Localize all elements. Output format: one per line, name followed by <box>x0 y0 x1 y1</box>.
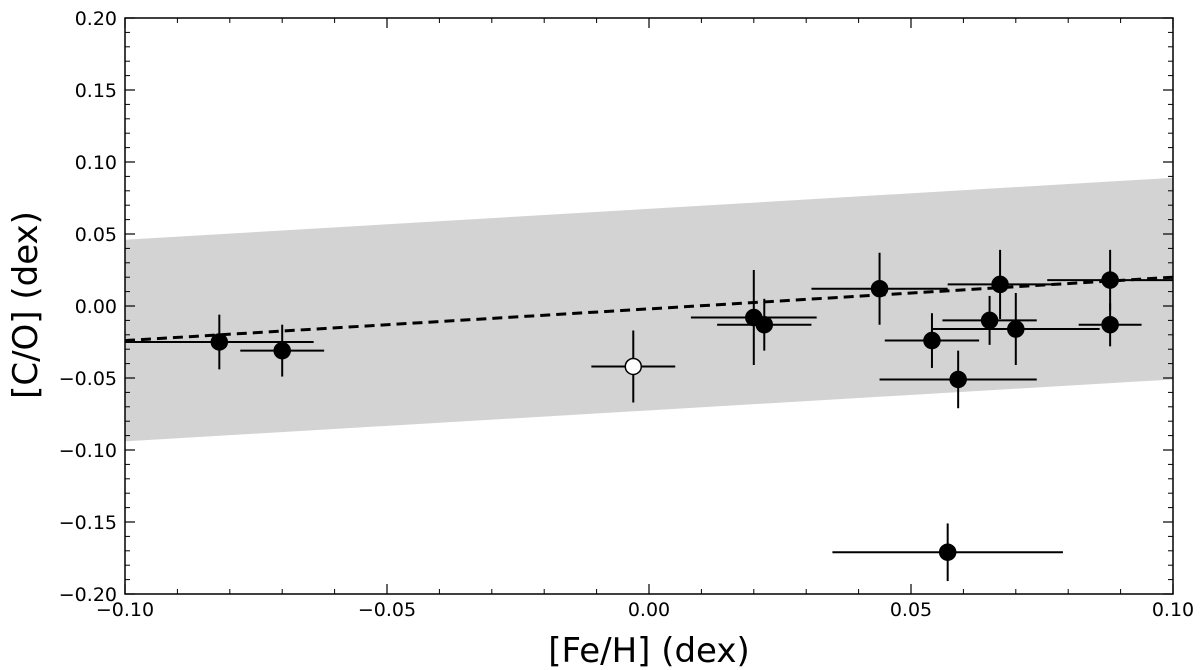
y-tick-label: 0.00 <box>75 296 117 318</box>
data-point <box>991 275 1009 294</box>
data-point <box>273 341 291 360</box>
data-point <box>980 311 999 330</box>
x-tick-label: 0.10 <box>1152 599 1194 621</box>
y-tick-label: 0.15 <box>75 80 117 102</box>
plot-area <box>124 177 1174 582</box>
data-point <box>1007 320 1025 338</box>
y-tick-label: 0.10 <box>75 152 117 174</box>
y-tick-label: −0.20 <box>59 584 117 606</box>
x-tick-label: 0.05 <box>890 599 932 621</box>
data-point <box>210 333 229 351</box>
data-point <box>923 331 941 350</box>
y-tick-label: 0.05 <box>75 224 117 246</box>
scatter-band <box>125 177 1173 442</box>
y-tick-label: −0.15 <box>59 512 117 534</box>
x-tick-label: −0.05 <box>358 599 416 621</box>
data-point <box>938 543 957 561</box>
axes: −0.10 −0.05 0.00 0.05 0.10 −0.20 −0.15 −0.10 −0.… <box>59 8 1194 621</box>
data-point <box>1101 271 1119 289</box>
y-axis-title: [C/O] (dex) <box>6 211 46 399</box>
data-point <box>755 315 774 334</box>
x-tick-label: −0.10 <box>96 599 154 621</box>
data-point <box>870 279 889 298</box>
data-point <box>624 357 643 376</box>
data-point <box>949 370 967 389</box>
y-tick-label: 0.20 <box>75 8 117 30</box>
y-tick-label: −0.10 <box>59 440 117 462</box>
data-point <box>1101 315 1119 334</box>
x-axis-title: [Fe/H] (dex) <box>548 631 750 670</box>
x-tick-label: 0.00 <box>628 599 670 621</box>
y-tick-label: −0.05 <box>59 368 117 390</box>
